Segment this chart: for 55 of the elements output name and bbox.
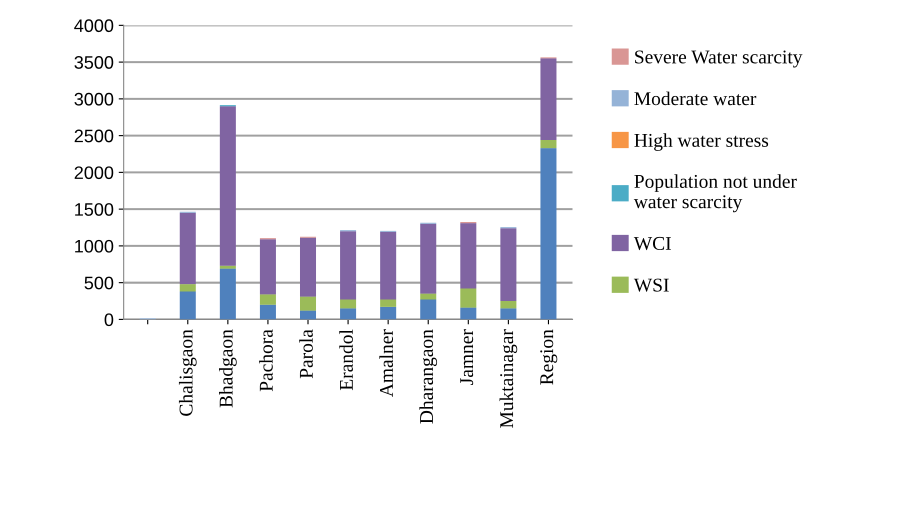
bar xyxy=(180,212,196,284)
bar xyxy=(260,239,276,294)
bar xyxy=(220,266,236,269)
x-tick-label: Jamner xyxy=(460,329,474,385)
bar xyxy=(300,238,316,297)
y-tick-label: 2500 xyxy=(74,130,114,142)
legend-label: Moderate water xyxy=(634,92,756,106)
bar xyxy=(380,232,396,300)
y-tick-label: 0 xyxy=(104,313,114,326)
legend-label: Population not under water scarcity xyxy=(634,174,797,212)
bar xyxy=(180,291,196,320)
x-tick-label: Muktainagar xyxy=(500,329,518,428)
x-tick-label: Region xyxy=(540,329,558,385)
bar xyxy=(220,268,236,320)
x-tick-label: Chalisgaon xyxy=(178,329,197,416)
y-tick-label: 4000 xyxy=(74,19,114,32)
bar xyxy=(260,294,276,305)
x-tick-label: Pachora xyxy=(259,329,273,392)
bar xyxy=(500,308,516,320)
bar xyxy=(420,300,436,320)
legend-label: Severe Water scarcity xyxy=(635,50,802,68)
x-tick-label: Bhadgaon xyxy=(219,329,237,408)
bar xyxy=(340,308,356,320)
bar xyxy=(220,106,236,266)
bar xyxy=(180,284,196,292)
legend-label: High water stress xyxy=(634,133,768,151)
y-tick-label: 1000 xyxy=(75,240,114,253)
x-tick-label: Amalner xyxy=(379,329,394,397)
bar xyxy=(380,300,396,307)
bar xyxy=(500,301,516,308)
y-tick-label: 500 xyxy=(84,276,114,290)
bar xyxy=(540,140,556,148)
bar xyxy=(500,228,516,302)
bar xyxy=(340,300,356,308)
x-tick-label: Dharangaon xyxy=(419,329,438,424)
bar xyxy=(260,304,276,320)
bar xyxy=(300,310,316,320)
y-tick-label: 3500 xyxy=(74,56,114,69)
bar xyxy=(540,58,556,140)
bar xyxy=(340,231,356,300)
bar xyxy=(460,308,476,320)
bar xyxy=(420,224,436,294)
x-tick-label: Parola xyxy=(299,329,313,378)
y-tick-label: 1500 xyxy=(75,203,114,216)
legend-label: WCI xyxy=(634,236,671,250)
x-tick-label: Erandol xyxy=(339,330,353,390)
y-tick-label: 2000 xyxy=(74,166,114,180)
legend-label: WSI xyxy=(634,278,669,292)
bar xyxy=(300,296,316,311)
bar xyxy=(540,148,556,320)
bar xyxy=(420,294,436,300)
bar xyxy=(460,223,476,289)
y-tick-label: 3000 xyxy=(74,92,114,106)
bar xyxy=(380,306,396,320)
bar xyxy=(460,288,476,308)
